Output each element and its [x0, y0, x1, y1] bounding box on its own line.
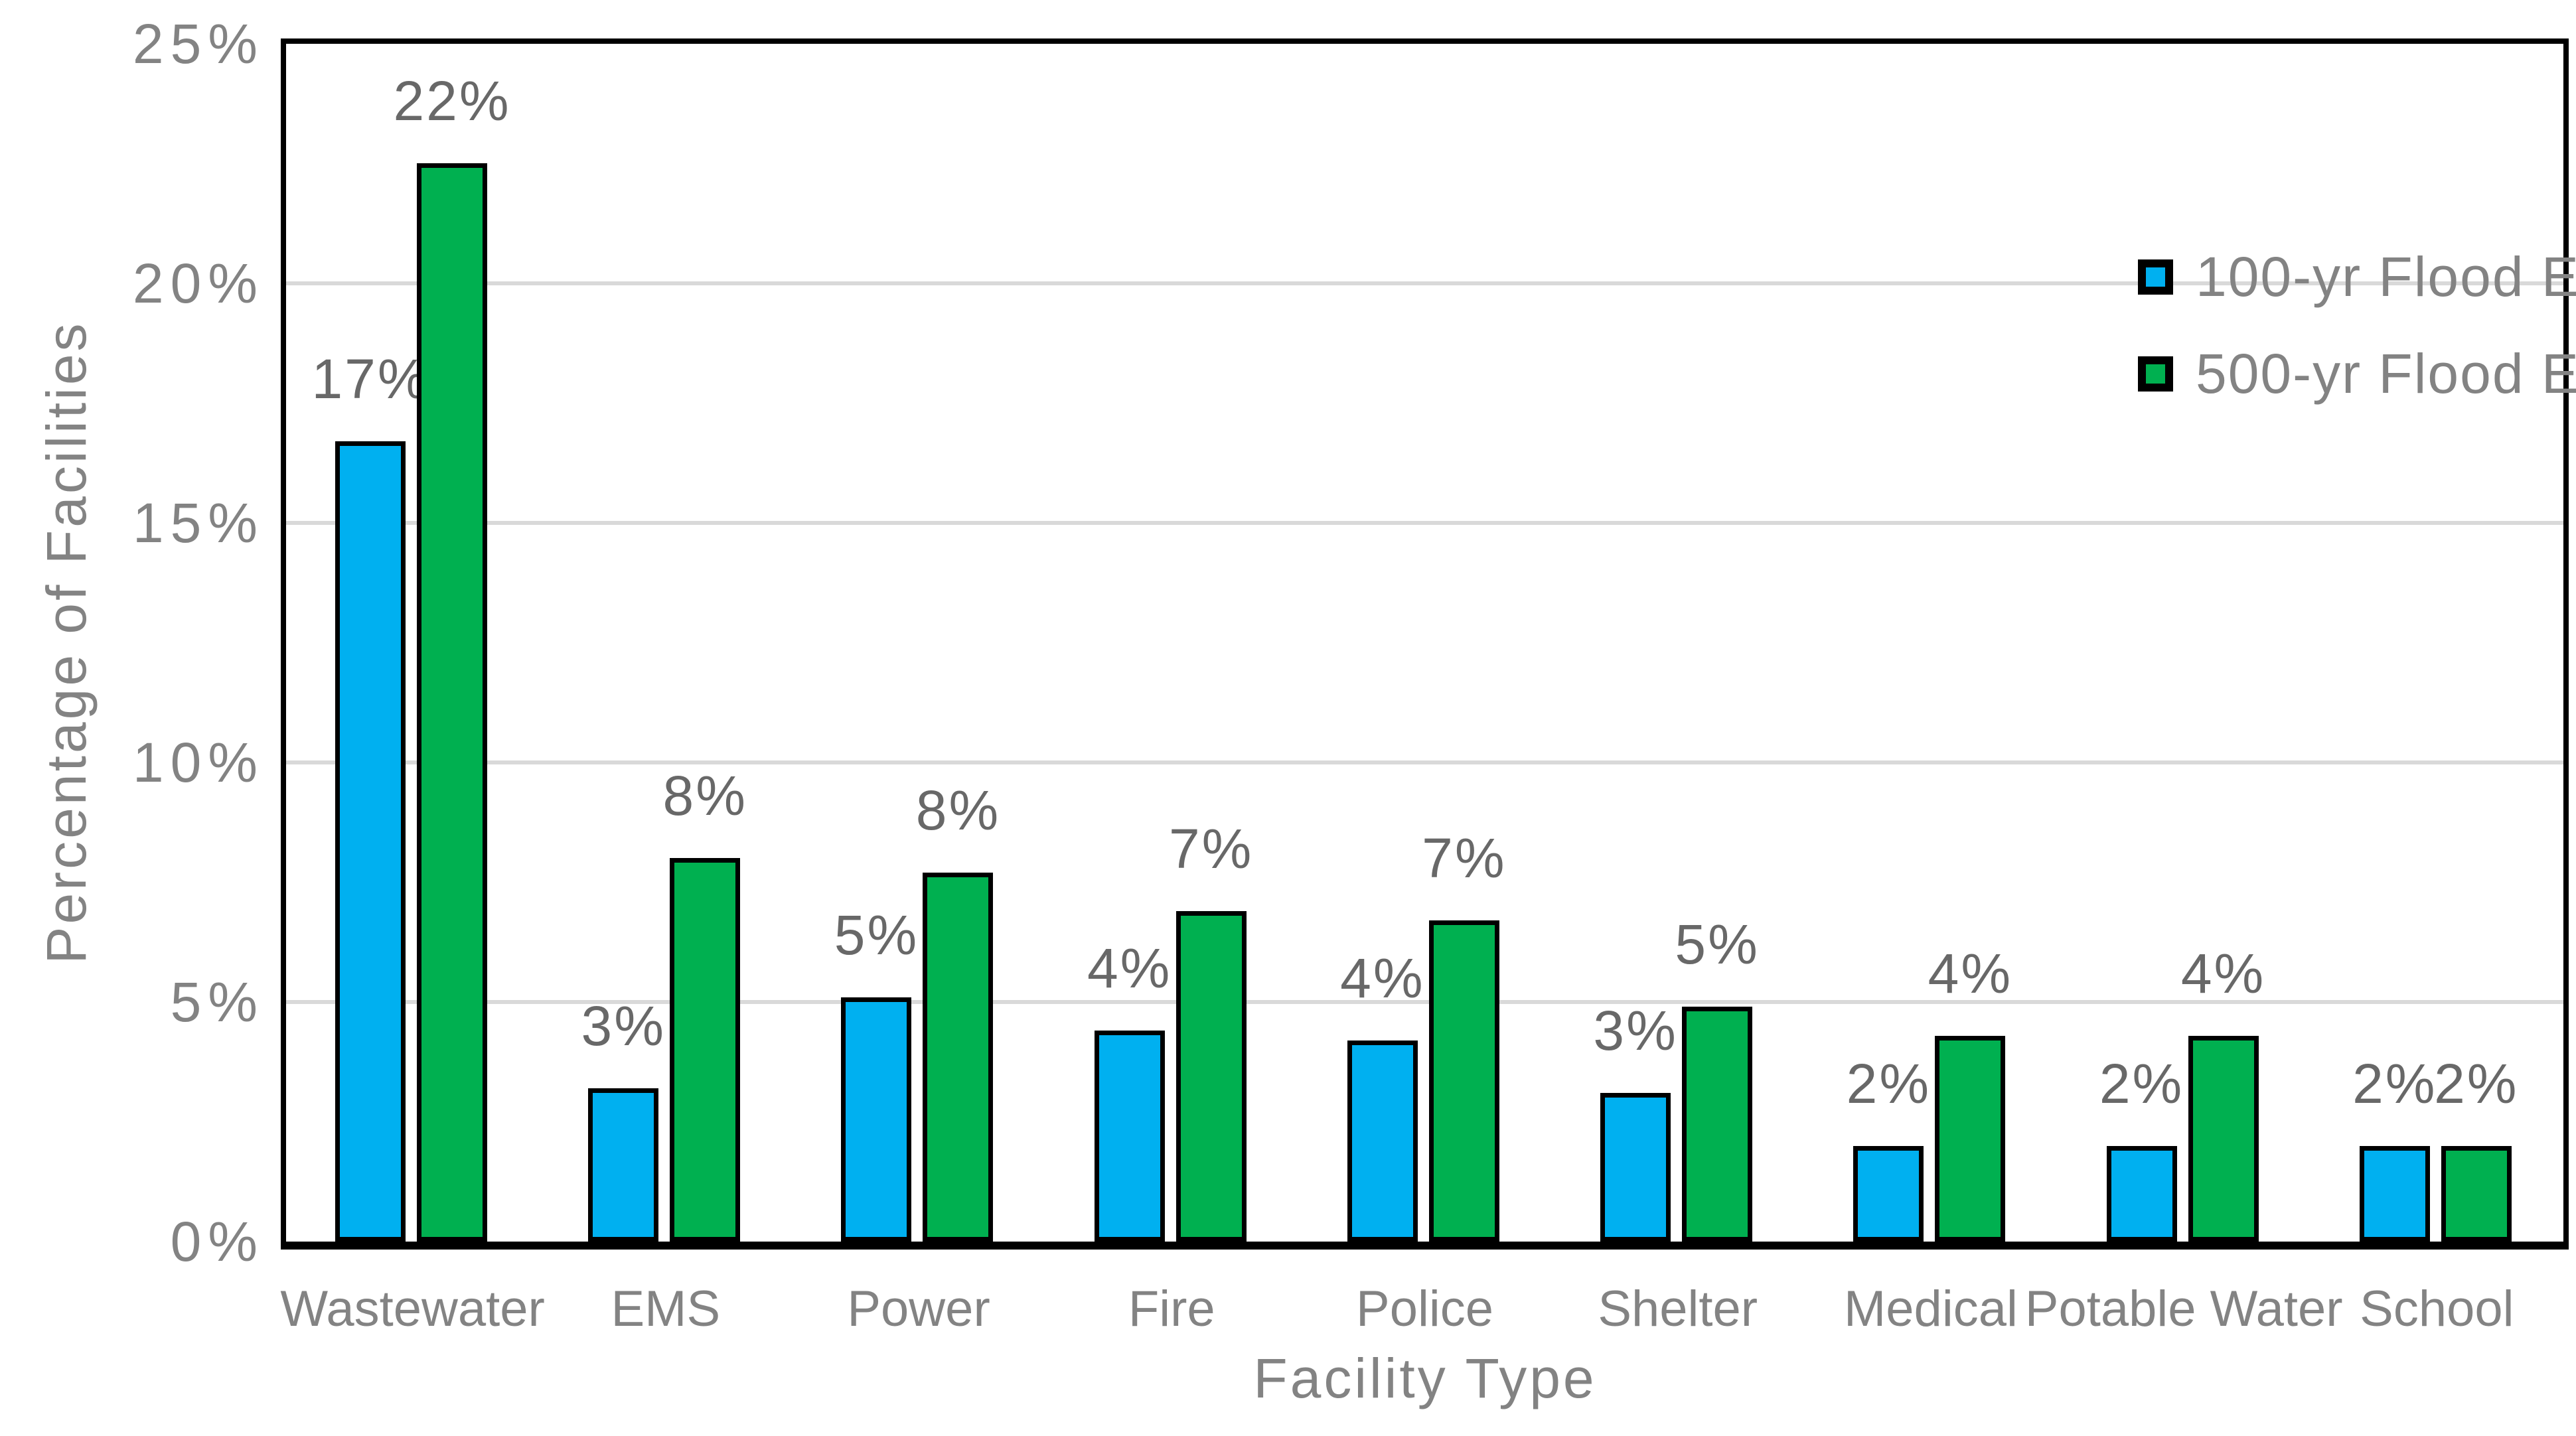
- data-label-100yr-medical: 2%: [1846, 1052, 1932, 1115]
- bar-500yr-medical: [1935, 1036, 2006, 1242]
- bar-100yr-shelter: [1600, 1093, 1671, 1242]
- legend: 100-yr Flood Extent 500-yr Flood Extent: [2138, 240, 2576, 434]
- bar-500yr-power: [923, 873, 994, 1242]
- data-label-500yr-medical: 4%: [1928, 942, 2013, 1005]
- bar-group-fire: 4% 7%: [1045, 44, 1298, 1242]
- data-label-500yr-fire: 7%: [1168, 818, 1254, 880]
- y-axis-title: Percentage of Facilities: [35, 321, 98, 964]
- y-tick-15pct: 15%: [132, 492, 264, 554]
- bar-100yr-wastewater: [335, 441, 406, 1242]
- data-label-100yr-shelter: 3%: [1593, 999, 1678, 1062]
- bar-group-potable-water: 2% 4%: [2058, 44, 2311, 1242]
- bar-100yr-fire: [1094, 1031, 1165, 1242]
- bar-group-police: 4% 7%: [1298, 44, 1551, 1242]
- data-label-500yr-police: 7%: [1422, 827, 1507, 889]
- data-label-100yr-police: 4%: [1340, 947, 1425, 1009]
- data-label-100yr-school: 2%: [2352, 1052, 2437, 1115]
- bar-group-medical: 2% 4%: [1804, 44, 2057, 1242]
- bar-500yr-wastewater: [417, 163, 487, 1242]
- legend-item-100yr: 100-yr Flood Extent: [2138, 240, 2576, 313]
- bar-group-power: 5% 8%: [792, 44, 1045, 1242]
- data-label-100yr-wastewater: 17%: [311, 348, 429, 410]
- y-tick-25pct: 25%: [132, 13, 264, 75]
- bar-100yr-power: [841, 997, 912, 1242]
- bar-500yr-fire: [1175, 911, 1247, 1242]
- x-tick-potable-water: Potable Water: [2024, 1281, 2343, 1337]
- x-tick-police: Police: [1356, 1281, 1493, 1337]
- data-label-500yr-ems: 8%: [662, 764, 747, 827]
- bar-100yr-potable-water: [2106, 1146, 2177, 1242]
- data-label-100yr-ems: 3%: [581, 995, 666, 1057]
- y-tick-20pct: 20%: [132, 252, 264, 315]
- bar-100yr-police: [1347, 1041, 1418, 1242]
- gridline-15pct: [286, 521, 2563, 525]
- y-tick-10pct: 10%: [132, 731, 264, 794]
- y-tick-0pct: 0%: [170, 1210, 264, 1273]
- x-tick-school: School: [2360, 1281, 2514, 1337]
- data-label-500yr-potable-water: 4%: [2180, 942, 2266, 1005]
- data-label-500yr-wastewater: 22%: [393, 70, 511, 132]
- bar-group-wastewater: 17% 22%: [286, 44, 539, 1242]
- data-label-100yr-fire: 4%: [1087, 937, 1172, 999]
- gridline-10pct: [286, 760, 2563, 764]
- gridline-20pct: [286, 281, 2563, 285]
- legend-swatch-500yr-icon: [2138, 356, 2173, 392]
- x-tick-medical: Medical: [1843, 1281, 2018, 1337]
- bar-100yr-school: [2359, 1146, 2430, 1242]
- legend-label-100yr: 100-yr Flood Extent: [2196, 245, 2576, 308]
- x-tick-shelter: Shelter: [1598, 1281, 1758, 1337]
- bar-group-school: 2% 2%: [2311, 44, 2563, 1242]
- bar-500yr-potable-water: [2188, 1036, 2259, 1242]
- legend-label-500yr: 500-yr Flood Extent: [2196, 342, 2576, 405]
- data-label-500yr-power: 8%: [915, 779, 1001, 841]
- gridline-5pct: [286, 1000, 2563, 1004]
- plot-area: 17% 22% 3% 8% 5% 8% 4% 7% 4% 7% 3% 5% 2% 4% 2% 4% 2% 2% 1…: [281, 38, 2576, 1250]
- legend-swatch-100yr-icon: [2138, 259, 2173, 295]
- x-axis-title: Facility Type: [1253, 1347, 1597, 1409]
- x-tick-ems: EMS: [611, 1281, 721, 1337]
- data-label-500yr-school: 2%: [2434, 1052, 2519, 1115]
- bar-500yr-school: [2441, 1146, 2512, 1242]
- y-tick-5pct: 5%: [170, 971, 264, 1033]
- x-tick-fire: Fire: [1128, 1281, 1215, 1337]
- legend-item-500yr: 500-yr Flood Extent: [2138, 337, 2576, 410]
- bar-500yr-ems: [670, 858, 741, 1242]
- x-tick-power: Power: [847, 1281, 990, 1337]
- data-label-100yr-power: 5%: [834, 904, 919, 966]
- x-tick-wastewater: Wastewater: [280, 1281, 545, 1337]
- bar-100yr-medical: [1853, 1146, 1924, 1242]
- bar-500yr-police: [1428, 920, 1499, 1242]
- data-label-500yr-shelter: 5%: [1675, 913, 1760, 975]
- bar-group-shelter: 3% 5%: [1551, 44, 1804, 1242]
- bar-group-ems: 3% 8%: [539, 44, 792, 1242]
- data-label-100yr-potable-water: 2%: [2099, 1052, 2184, 1115]
- bar-100yr-ems: [588, 1088, 659, 1242]
- bar-500yr-shelter: [1682, 1007, 1753, 1242]
